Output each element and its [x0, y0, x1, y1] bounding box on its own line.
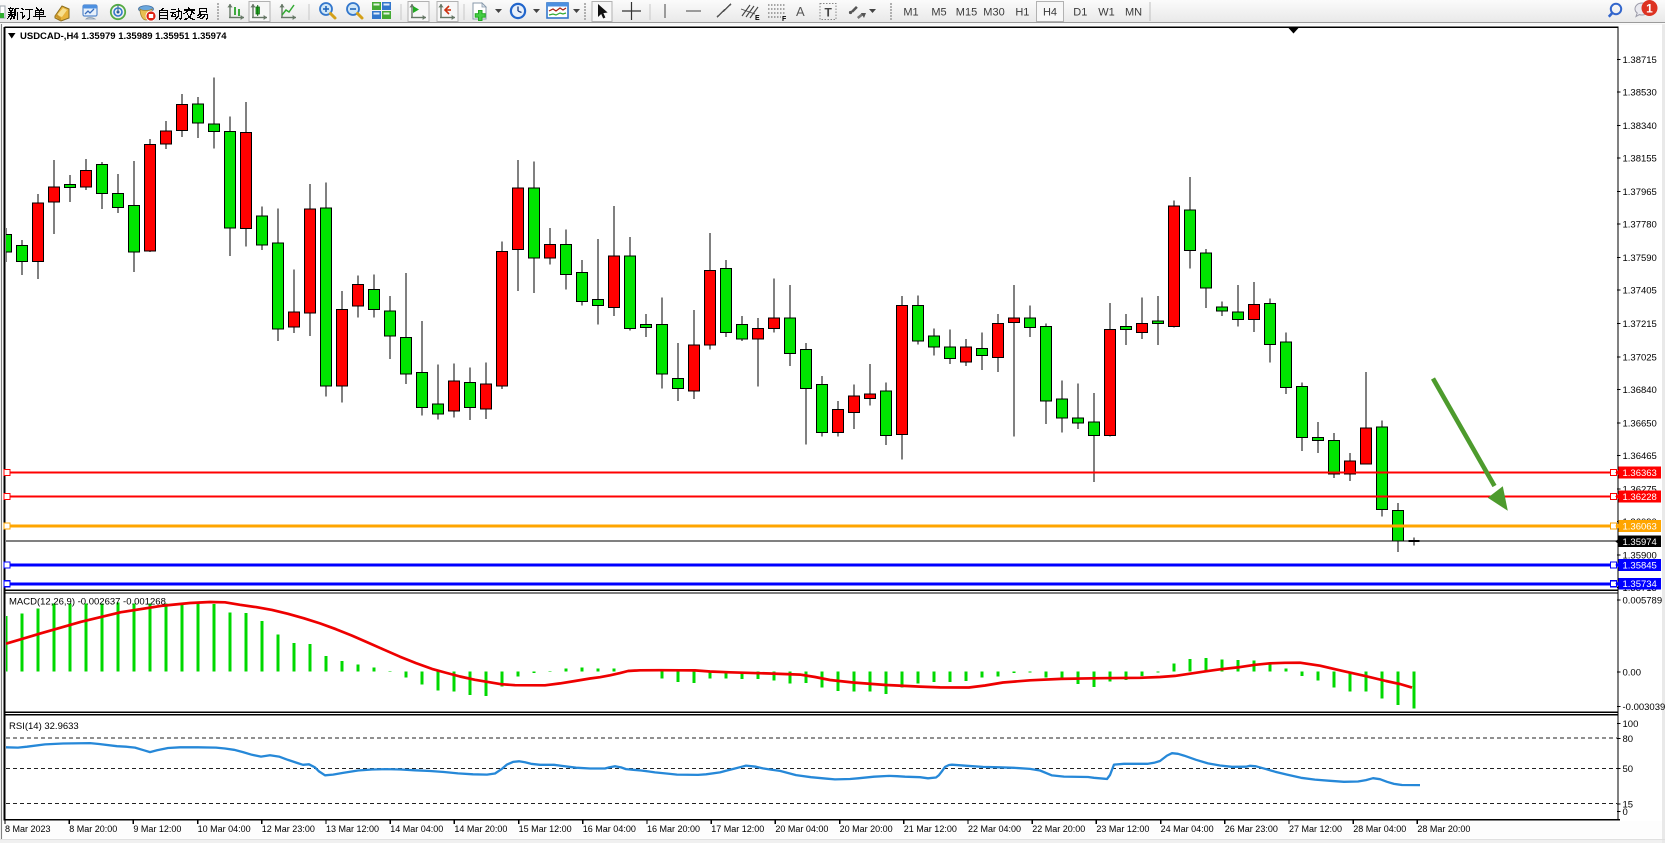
svg-text:T: T [825, 6, 833, 20]
svg-text:1.35900: 1.35900 [1623, 551, 1657, 562]
svg-text:15 Mar 12:00: 15 Mar 12:00 [519, 824, 572, 834]
svg-text:14 Mar 20:00: 14 Mar 20:00 [454, 824, 507, 834]
svg-text:M30: M30 [983, 7, 1004, 19]
svg-text:14 Mar 04:00: 14 Mar 04:00 [390, 824, 443, 834]
svg-text:F: F [782, 16, 787, 23]
svg-text:12 Mar 23:00: 12 Mar 23:00 [262, 824, 315, 834]
svg-text:1.36840: 1.36840 [1623, 385, 1657, 396]
svg-text:-0.003039: -0.003039 [1623, 702, 1665, 713]
svg-text:1.35974: 1.35974 [1623, 537, 1657, 548]
svg-text:0.005789: 0.005789 [1623, 596, 1663, 607]
svg-text:H1: H1 [1015, 7, 1029, 19]
svg-text:1: 1 [1646, 2, 1653, 16]
svg-text:28 Mar 20:00: 28 Mar 20:00 [1417, 824, 1470, 834]
svg-text:1.36275: 1.36275 [1623, 485, 1657, 496]
svg-text:8 Mar 20:00: 8 Mar 20:00 [69, 824, 117, 834]
svg-text:USDCAD-,H4 1.35979 1.35989 1.: USDCAD-,H4 1.35979 1.35989 1.35951 1.359… [20, 31, 227, 42]
svg-text:MN: MN [1125, 7, 1142, 19]
svg-text:1.38340: 1.38340 [1623, 121, 1657, 132]
svg-text:1.36228: 1.36228 [1623, 492, 1657, 503]
svg-text:15: 15 [1623, 800, 1634, 811]
svg-text:1.37215: 1.37215 [1623, 319, 1657, 330]
svg-text:1.38530: 1.38530 [1623, 88, 1657, 99]
svg-text:26 Mar 23:00: 26 Mar 23:00 [1225, 824, 1278, 834]
svg-text:21 Mar 12:00: 21 Mar 12:00 [904, 824, 957, 834]
svg-text:H4: H4 [1043, 7, 1057, 19]
svg-text:M15: M15 [956, 7, 977, 19]
svg-text:20 Mar 04:00: 20 Mar 04:00 [775, 824, 828, 834]
svg-text:RSI(14) 32.9633: RSI(14) 32.9633 [9, 721, 79, 732]
svg-text:W1: W1 [1098, 7, 1115, 19]
svg-text:1.37780: 1.37780 [1623, 220, 1657, 231]
svg-text:16 Mar 20:00: 16 Mar 20:00 [647, 824, 700, 834]
svg-text:13 Mar 12:00: 13 Mar 12:00 [326, 824, 379, 834]
svg-text:24 Mar 04:00: 24 Mar 04:00 [1161, 824, 1214, 834]
svg-text:1.38155: 1.38155 [1623, 154, 1657, 165]
svg-text:M5: M5 [931, 7, 946, 19]
svg-text:28 Mar 04:00: 28 Mar 04:00 [1353, 824, 1406, 834]
svg-text:1.37025: 1.37025 [1623, 353, 1657, 364]
svg-text:20 Mar 20:00: 20 Mar 20:00 [840, 824, 893, 834]
svg-text:9 Mar 12:00: 9 Mar 12:00 [133, 824, 181, 834]
svg-text:10 Mar 04:00: 10 Mar 04:00 [198, 824, 251, 834]
svg-text:1.36063: 1.36063 [1623, 521, 1657, 532]
svg-text:1.36650: 1.36650 [1623, 419, 1657, 430]
svg-text:MACD(12,26,9) -0.002637 -0.001: MACD(12,26,9) -0.002637 -0.001268 [9, 597, 166, 608]
svg-text:80: 80 [1623, 734, 1634, 745]
svg-text:23 Mar 12:00: 23 Mar 12:00 [1096, 824, 1149, 834]
svg-text:1.37590: 1.37590 [1623, 253, 1657, 264]
svg-text:22 Mar 20:00: 22 Mar 20:00 [1032, 824, 1085, 834]
svg-text:E: E [755, 15, 760, 22]
svg-text:A: A [796, 4, 805, 19]
svg-text:0: 0 [1623, 807, 1628, 818]
svg-text:17 Mar 12:00: 17 Mar 12:00 [711, 824, 764, 834]
svg-text:16 Mar 04:00: 16 Mar 04:00 [583, 824, 636, 834]
svg-text:0.00: 0.00 [1623, 668, 1642, 679]
svg-text:1.35734: 1.35734 [1623, 579, 1657, 590]
svg-text:M1: M1 [903, 7, 918, 19]
svg-text:1.36363: 1.36363 [1623, 468, 1657, 479]
svg-text:D1: D1 [1073, 7, 1087, 19]
svg-text:1.35845: 1.35845 [1623, 560, 1657, 571]
svg-text:1.36465: 1.36465 [1623, 451, 1657, 462]
svg-text:100: 100 [1623, 719, 1639, 730]
svg-text:1.37965: 1.37965 [1623, 187, 1657, 198]
svg-text:22 Mar 04:00: 22 Mar 04:00 [968, 824, 1021, 834]
svg-text:8 Mar 2023: 8 Mar 2023 [5, 824, 51, 834]
svg-text:27 Mar 12:00: 27 Mar 12:00 [1289, 824, 1342, 834]
svg-text:1.38715: 1.38715 [1623, 55, 1657, 66]
svg-text:50: 50 [1623, 764, 1634, 775]
svg-text:1.37405: 1.37405 [1623, 286, 1657, 297]
